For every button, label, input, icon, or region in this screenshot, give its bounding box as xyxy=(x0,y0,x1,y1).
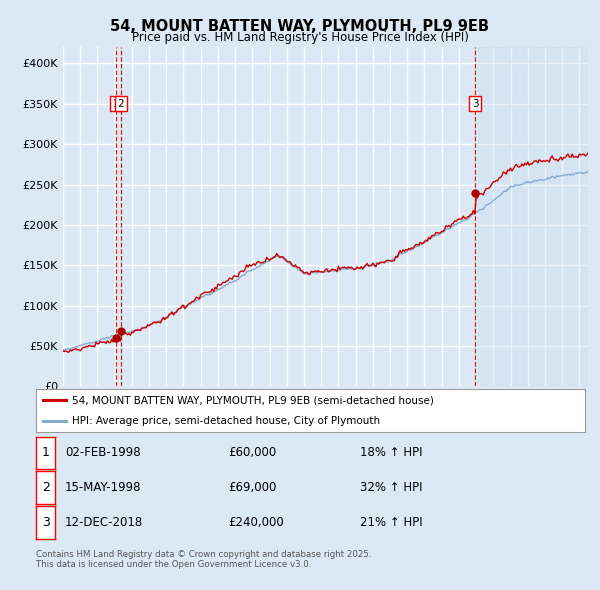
Text: £240,000: £240,000 xyxy=(228,516,284,529)
Text: 54, MOUNT BATTEN WAY, PLYMOUTH, PL9 9EB (semi-detached house): 54, MOUNT BATTEN WAY, PLYMOUTH, PL9 9EB … xyxy=(71,395,434,405)
Text: Price paid vs. HM Land Registry's House Price Index (HPI): Price paid vs. HM Land Registry's House … xyxy=(131,31,469,44)
Text: £69,000: £69,000 xyxy=(228,481,277,494)
Text: 02-FEB-1998: 02-FEB-1998 xyxy=(65,446,140,460)
Text: 15-MAY-1998: 15-MAY-1998 xyxy=(65,481,142,494)
Text: 18% ↑ HPI: 18% ↑ HPI xyxy=(360,446,422,460)
Text: HPI: Average price, semi-detached house, City of Plymouth: HPI: Average price, semi-detached house,… xyxy=(71,417,380,426)
Text: Contains HM Land Registry data © Crown copyright and database right 2025.
This d: Contains HM Land Registry data © Crown c… xyxy=(36,550,371,569)
Text: 2: 2 xyxy=(41,481,50,494)
Text: 21% ↑ HPI: 21% ↑ HPI xyxy=(360,516,422,529)
Text: 12-DEC-2018: 12-DEC-2018 xyxy=(65,516,143,529)
Bar xyxy=(475,47,588,386)
Text: 2: 2 xyxy=(118,99,124,109)
Text: 1: 1 xyxy=(113,99,119,109)
Text: 32% ↑ HPI: 32% ↑ HPI xyxy=(360,481,422,494)
Text: 54, MOUNT BATTEN WAY, PLYMOUTH, PL9 9EB: 54, MOUNT BATTEN WAY, PLYMOUTH, PL9 9EB xyxy=(110,19,490,34)
Text: 3: 3 xyxy=(41,516,50,529)
Text: 3: 3 xyxy=(472,99,479,109)
Text: 1: 1 xyxy=(41,446,50,460)
Text: £60,000: £60,000 xyxy=(228,446,276,460)
